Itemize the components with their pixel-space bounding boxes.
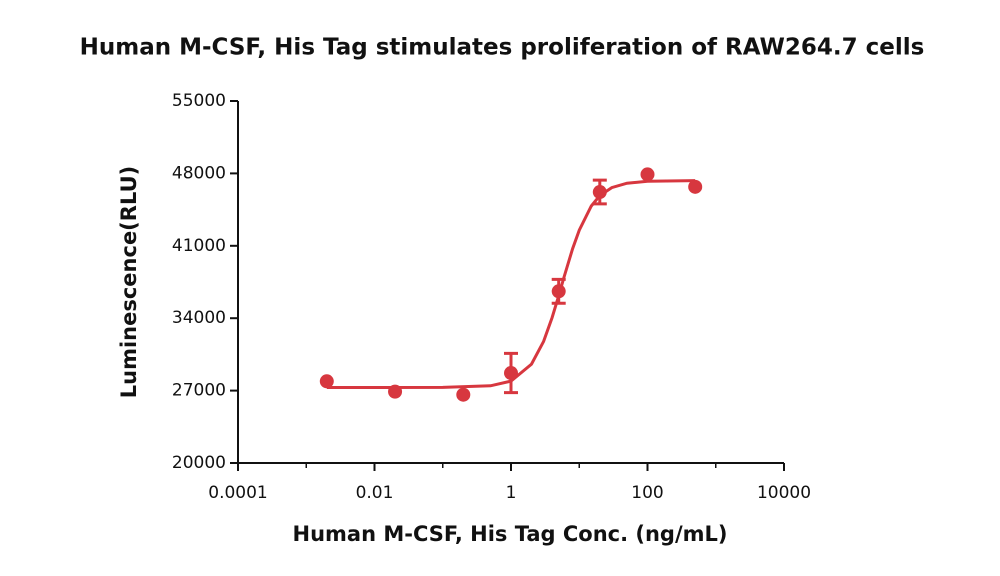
- data-point: [551, 284, 566, 299]
- x-axis-label: Human M-CSF, His Tag Conc. (ng/mL): [293, 522, 728, 546]
- data-point: [688, 179, 703, 194]
- y-axis-label: Luminescence(RLU): [117, 166, 141, 399]
- data-point: [456, 387, 471, 402]
- y-tick-label: 20000: [172, 453, 226, 473]
- x-tick-label: 0.01: [356, 483, 394, 503]
- data-point: [504, 366, 518, 381]
- x-tick-label: 0.0001: [208, 483, 267, 503]
- x-tick-label: 100: [631, 483, 663, 503]
- y-tick-label: 55000: [172, 91, 226, 111]
- data-point: [592, 185, 607, 200]
- chart-title: Human M-CSF, His Tag stimulates prolifer…: [80, 35, 925, 61]
- data-point: [388, 384, 403, 399]
- y-tick-label: 34000: [172, 308, 226, 328]
- x-tick-label: 1: [506, 483, 517, 503]
- data-point: [640, 167, 655, 182]
- y-tick-label: 48000: [172, 163, 226, 183]
- data-point: [319, 374, 334, 389]
- x-tick-label: 10000: [757, 483, 811, 503]
- y-tick-label: 27000: [172, 381, 226, 401]
- y-tick-label: 41000: [172, 236, 226, 256]
